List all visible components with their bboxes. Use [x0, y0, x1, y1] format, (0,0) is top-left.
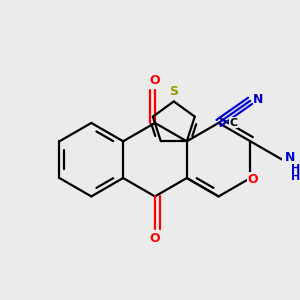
Text: H: H — [291, 172, 300, 182]
Text: O: O — [247, 172, 258, 185]
Text: N: N — [285, 151, 296, 164]
Text: S: S — [169, 85, 178, 98]
Text: O: O — [150, 74, 160, 87]
Text: H: H — [291, 164, 300, 173]
Text: O: O — [150, 232, 160, 245]
Text: N: N — [253, 93, 263, 106]
Text: C: C — [230, 118, 238, 128]
